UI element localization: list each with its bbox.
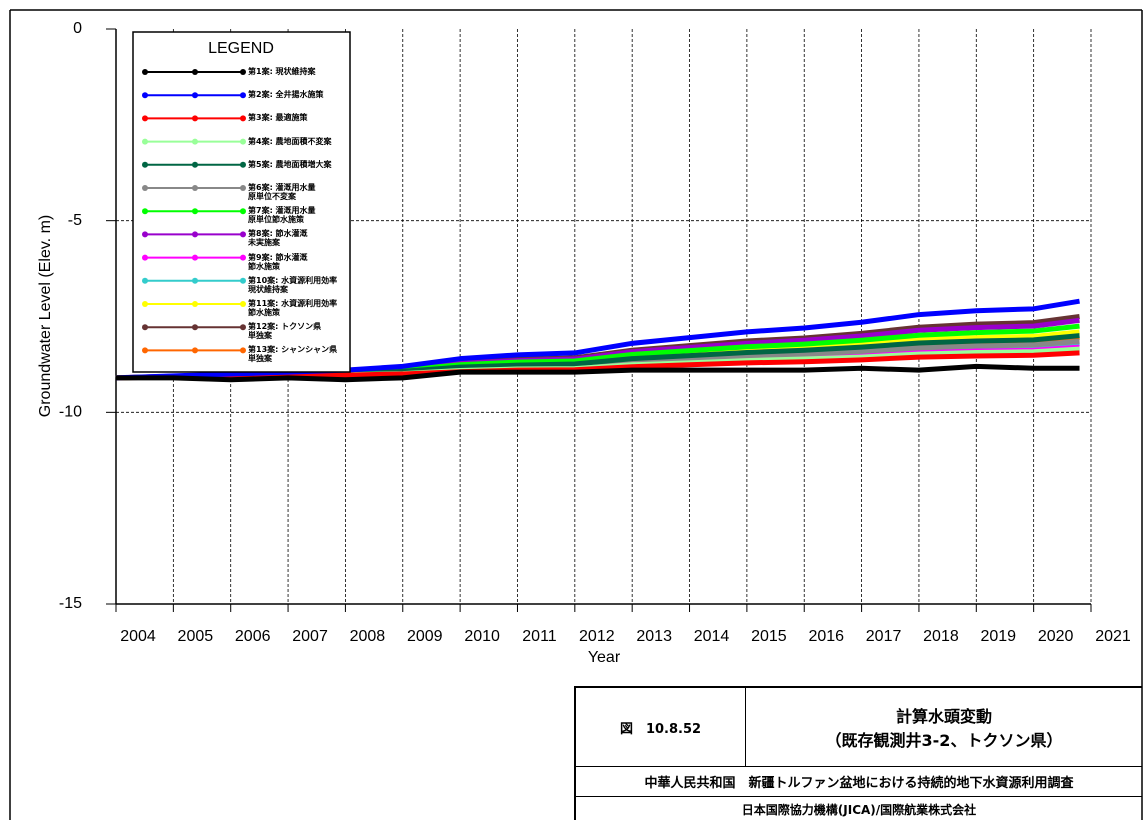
x-tick-label: 2017 (866, 628, 902, 645)
y-tick-label: -10 (59, 404, 82, 421)
legend-marker (142, 301, 148, 307)
x-tick-label: 2005 (178, 628, 214, 645)
legend-marker (142, 138, 148, 145)
legend-marker (192, 185, 198, 191)
legend-entry: 第9案: 節水灌漑 節水施策 (248, 252, 308, 271)
legend-marker (240, 301, 246, 307)
legend-entry: 第7案: 灌漑用水量 原単位節水施策 (248, 206, 316, 225)
x-tick-label: 2010 (464, 628, 500, 645)
legend-marker (240, 115, 246, 122)
legend-marker (192, 324, 198, 331)
x-tick-label: 2013 (636, 628, 672, 645)
legend-entry: 第1案: 現状維持案 (248, 67, 316, 76)
legend-label: 第9案: 節水灌漑 節水施策 (248, 252, 308, 271)
x-tick-label: 2012 (579, 628, 615, 645)
x-tick-label: 2018 (923, 628, 959, 645)
x-tick-label: 2014 (694, 628, 730, 645)
x-tick-label: 2020 (1038, 628, 1074, 645)
legend-marker (142, 115, 148, 122)
legend-label: 第6案: 灌漑用水量 原単位不変案 (248, 183, 316, 201)
legend-marker (240, 277, 246, 284)
legend-marker (192, 161, 198, 168)
legend-label: 第7案: 灌漑用水量 原単位節水施策 (248, 206, 316, 225)
legend-label: 第12案: トクソン県 単独案 (248, 322, 322, 341)
legend-label: 第1案: 現状維持案 (248, 67, 316, 76)
legend-marker (192, 92, 198, 99)
x-tick-label: 2011 (522, 628, 557, 645)
data-line (116, 363, 1080, 383)
legend-marker (240, 324, 246, 331)
legend-marker (192, 231, 198, 238)
x-tick-label: 2015 (751, 628, 787, 645)
x-tick-label: 2006 (235, 628, 271, 645)
legend-marker (240, 185, 246, 191)
legend-marker (192, 254, 198, 261)
x-axis-label: Year (588, 649, 621, 666)
legend-entry: 第12案: トクソン県 単独案 (248, 322, 322, 341)
info-table: 図 10.8.52 計算水頭変動 （既存観測井3-2、トクソン県） 中華人民共和… (574, 686, 1142, 820)
legend-marker (142, 161, 148, 168)
y-tick-label: -5 (68, 212, 82, 229)
legend-marker (192, 69, 198, 75)
legend-label: 第3案: 最適施策 (248, 113, 308, 123)
x-tick-label: 2004 (120, 628, 156, 645)
y-tick-label: 0 (73, 20, 82, 37)
legend-box (132, 31, 351, 373)
legend-marker (192, 115, 198, 122)
legend-marker (240, 254, 246, 261)
legend-marker (192, 347, 198, 354)
legend-entry: 第13案: シャンシャン県 単独案 (248, 345, 338, 364)
legend-entry: 第10案: 水資源利用効率 現状維持案 (248, 275, 338, 294)
x-tick-label: 2007 (292, 628, 328, 645)
project-name: 中華人民共和国 新疆トルファン盆地における持続的地下水資源利用調査 (576, 767, 1142, 797)
legend-marker (142, 324, 148, 331)
legend-marker (142, 208, 148, 215)
legend-marker (192, 208, 198, 215)
legend-marker (142, 185, 148, 191)
legend-label: 第13案: シャンシャン県 単独案 (248, 345, 338, 364)
legend-marker (142, 254, 148, 261)
legend-marker (240, 347, 246, 354)
legend-marker (240, 161, 246, 168)
organization: 日本国際協力機構(JICA)/国際航業株式会社 (741, 803, 977, 817)
legend-marker (142, 231, 148, 238)
legend-label: 第8案: 節水灌漑 未実施案 (248, 229, 308, 248)
figure-caption: 計算水頭変動 （既存観測井3-2、トクソン県） (746, 688, 1142, 767)
legend-entry: 第3案: 最適施策 (248, 113, 308, 123)
legend-entry: 第11案: 水資源利用効率 節水施策 (248, 299, 338, 317)
figure-number: 図 10.8.52 (576, 688, 746, 767)
legend-label: 第11案: 水資源利用効率 節水施策 (248, 299, 338, 317)
legend-entry: 第6案: 灌漑用水量 原単位不変案 (248, 183, 316, 201)
x-tick-label: 2016 (808, 628, 844, 645)
legend-marker (142, 347, 148, 354)
x-tick-label: 2008 (350, 628, 386, 645)
legend-marker (240, 138, 246, 145)
legend-title: LEGEND (208, 40, 274, 57)
legend-marker (142, 277, 148, 284)
legend-marker (240, 92, 246, 99)
legend-entry: 第4案: 農地面積不変案 (248, 136, 332, 146)
legend-marker (192, 138, 198, 145)
legend-label: 第2案: 全井揚水施策 (248, 90, 324, 100)
x-tick-label: 2021 (1095, 628, 1131, 645)
legend-marker (192, 301, 198, 307)
legend-label: 第4案: 農地面積不変案 (248, 136, 332, 146)
legend-label: 第5案: 農地面積増大案 (248, 159, 332, 169)
y-axis-label: Groundwater Level (Elev. m) (37, 215, 54, 417)
x-tick-label: 2009 (407, 628, 443, 645)
legend-entry: 第8案: 節水灌漑 未実施案 (248, 229, 308, 248)
legend-entry: 第2案: 全井揚水施策 (248, 90, 324, 100)
legend-marker (240, 208, 246, 215)
x-tick-label: 2019 (980, 628, 1016, 645)
legend-label: 第10案: 水資源利用効率 現状維持案 (248, 275, 338, 294)
legend-entry: 第5案: 農地面積増大案 (248, 159, 332, 169)
legend-marker (240, 231, 246, 238)
y-tick-label: -15 (59, 595, 82, 612)
legend-marker (240, 69, 246, 75)
legend-marker (192, 277, 198, 284)
legend-marker (142, 92, 148, 99)
legend-marker (142, 69, 148, 75)
